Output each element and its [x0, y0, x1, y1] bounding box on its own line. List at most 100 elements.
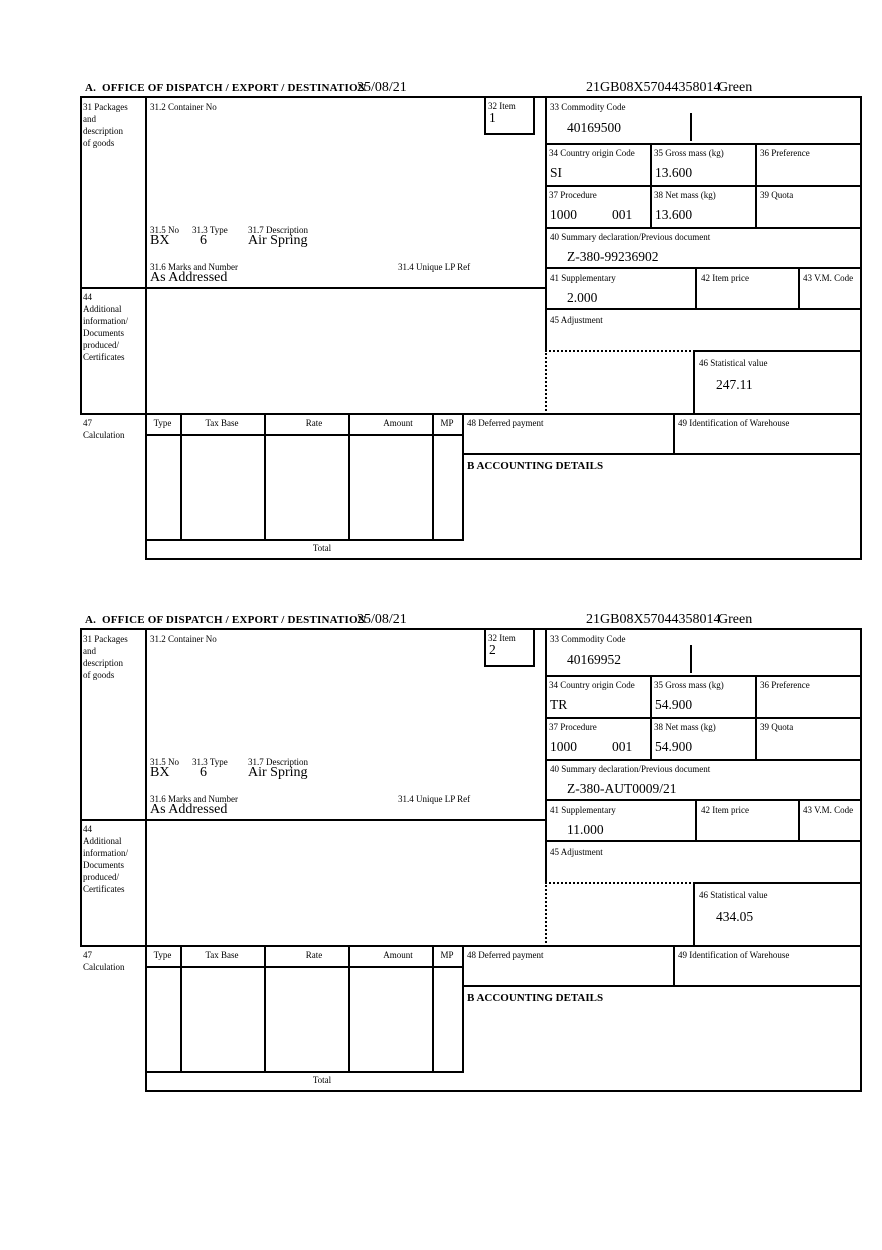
divider	[484, 96, 486, 133]
divider	[545, 840, 862, 842]
divider	[545, 759, 862, 761]
summary-declaration-label: 40 Summary declaration/Previous document	[550, 764, 711, 774]
movement-reference-value: 21GB08X57044358014	[586, 612, 721, 627]
supplementary-value: 2.000	[567, 290, 598, 305]
divider	[432, 945, 434, 1071]
adjustment-label: 45 Adjustment	[550, 315, 603, 325]
supplementary-value: 11.000	[567, 822, 604, 837]
divider	[545, 143, 862, 145]
divider	[484, 133, 535, 135]
divider	[462, 945, 464, 1071]
divider	[545, 628, 547, 884]
divider	[80, 96, 862, 98]
divider	[545, 267, 862, 269]
divider	[432, 413, 434, 539]
divider	[755, 675, 757, 761]
warehouse-id-label: 49 Identification of Warehouse	[678, 418, 790, 428]
divider	[80, 945, 862, 947]
divider	[545, 308, 862, 310]
divider	[755, 143, 757, 229]
dotted-divider	[545, 350, 695, 352]
vm-code-label: 43 V.M. Code	[803, 805, 854, 815]
item-label: 32 Item	[488, 101, 516, 111]
supplementary-label: 41 Supplementary	[550, 805, 616, 815]
statistical-value: 434.05	[716, 909, 754, 924]
divider	[545, 675, 862, 677]
procedure-value: 1000	[550, 207, 577, 222]
divider	[798, 799, 800, 842]
divider	[693, 882, 695, 945]
divider	[650, 675, 652, 761]
package-type-label: 31.3 Type	[192, 757, 228, 767]
item-number-value: 2	[489, 642, 496, 657]
country-origin-label: 34 Country origin Code	[549, 680, 635, 690]
additional-info-label: 44 Additional information/ Documents pro…	[83, 824, 128, 894]
divider	[80, 628, 862, 630]
procedure-value-2: 001	[612, 739, 633, 754]
divider	[145, 539, 464, 541]
net-mass-label: 38 Net mass (kg)	[654, 722, 716, 732]
procedure-label: 37 Procedure	[549, 190, 597, 200]
net-mass-value: 13.600	[655, 207, 693, 222]
divider	[462, 453, 862, 455]
divider	[145, 628, 147, 1092]
deferred-payment-label: 48 Deferred payment	[467, 418, 544, 428]
divider	[348, 413, 350, 539]
summary-declaration-value: Z-380-AUT0009/21	[567, 781, 677, 796]
commodity-code-tick	[690, 645, 692, 673]
goods-description-value: Air Spring	[248, 233, 308, 248]
divider	[180, 945, 182, 1071]
package-type-value: 6	[200, 765, 207, 780]
calc-header-mp: MP	[440, 950, 454, 960]
marks-number-label: 31.6 Marks and Number	[150, 262, 238, 272]
commodity-code-tick	[690, 113, 692, 141]
item-label: 32 Item	[488, 633, 516, 643]
calc-header-amount: Amount	[383, 950, 413, 960]
container-no-label: 31.2 Container No	[150, 102, 217, 112]
package-type-value: 6	[200, 233, 207, 248]
divider	[264, 413, 266, 539]
statistical-value-label: 46 Statistical value	[699, 890, 768, 900]
commodity-code-label: 33 Commodity Code	[550, 102, 626, 112]
marks-number-value: As Addressed	[150, 270, 228, 285]
divider	[673, 413, 675, 455]
calc-header-tax-base: Tax Base	[205, 950, 239, 960]
divider	[462, 413, 464, 539]
warehouse-id-label: 49 Identification of Warehouse	[678, 950, 790, 960]
item-price-label: 42 Item price	[701, 273, 749, 283]
adjustment-label: 45 Adjustment	[550, 847, 603, 857]
divider	[80, 628, 82, 947]
procedure-value: 1000	[550, 739, 577, 754]
package-no-label: 31.5 No	[150, 757, 179, 767]
divider	[80, 96, 82, 415]
commodity-code-value: 40169952	[567, 652, 621, 667]
office-of-dispatch-label: A. OFFICE OF DISPATCH / EXPORT / DESTINA…	[85, 614, 366, 626]
country-origin-label: 34 Country origin Code	[549, 148, 635, 158]
procedure-value-2: 001	[612, 207, 633, 222]
package-type-label: 31.3 Type	[192, 225, 228, 235]
accounting-details-label: B ACCOUNTING DETAILS	[467, 992, 604, 1004]
divider	[673, 945, 675, 987]
gross-mass-label: 35 Gross mass (kg)	[654, 680, 724, 690]
packages-description-label: 31 Packages and description of goods	[83, 634, 128, 680]
calc-header-mp: MP	[440, 418, 454, 428]
gross-mass-value: 13.600	[655, 165, 693, 180]
divider	[533, 96, 535, 133]
divider	[798, 267, 800, 310]
total-label: Total	[312, 543, 332, 553]
net-mass-label: 38 Net mass (kg)	[654, 190, 716, 200]
date-value: 25/08/21	[357, 80, 407, 95]
net-mass-value: 54.900	[655, 739, 693, 754]
dotted-divider	[545, 882, 547, 947]
calc-header-tax-base: Tax Base	[205, 418, 239, 428]
office-of-dispatch-label: A. OFFICE OF DISPATCH / EXPORT / DESTINA…	[85, 82, 366, 94]
commodity-code-label: 33 Commodity Code	[550, 634, 626, 644]
date-value: 25/08/21	[357, 612, 407, 627]
statistical-value-label: 46 Statistical value	[699, 358, 768, 368]
calculation-label: 47 Calculation	[83, 950, 125, 972]
package-no-value: BX	[150, 765, 170, 780]
item-price-label: 42 Item price	[701, 805, 749, 815]
deferred-payment-label: 48 Deferred payment	[467, 950, 544, 960]
quota-label: 39 Quota	[760, 722, 794, 732]
total-label: Total	[312, 1075, 332, 1085]
